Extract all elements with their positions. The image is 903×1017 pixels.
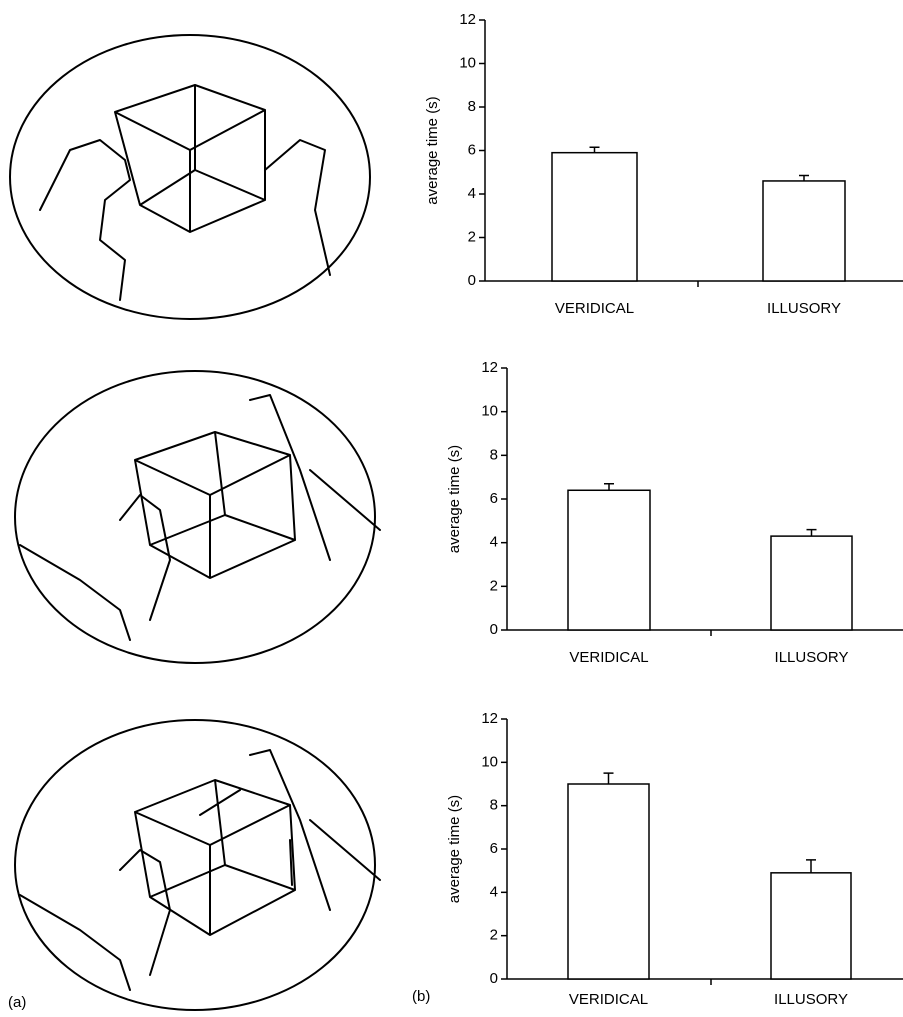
- y-tick-label: 8: [490, 446, 498, 463]
- y-tick-label: 10: [481, 403, 498, 420]
- y-tick-label: 2: [490, 927, 498, 944]
- error-bar: [806, 528, 817, 537]
- x-tick-label: VERIDICAL: [569, 991, 648, 1008]
- bar: [551, 151, 638, 282]
- error-bar: [799, 174, 809, 181]
- bar: [567, 489, 651, 631]
- x-tick-label: ILLUSORY: [767, 300, 841, 317]
- y-tick-label: 6: [490, 840, 498, 857]
- y-tick-label: 10: [459, 54, 476, 71]
- error-bar: [589, 146, 600, 153]
- panel-label: (a): [8, 994, 26, 1011]
- x-tick-label: ILLUSORY: [774, 991, 848, 1008]
- y-tick-label: 4: [490, 883, 498, 900]
- y-tick-label: 0: [490, 621, 498, 638]
- y-tick-label: 2: [490, 577, 498, 594]
- bar: [770, 535, 853, 631]
- bar: [567, 783, 650, 980]
- y-tick-label: 12: [459, 11, 476, 28]
- y-tick-label: 4: [468, 185, 476, 202]
- y-axis-label: average time (s): [446, 795, 463, 903]
- y-tick-label: 6: [468, 141, 476, 158]
- panel-label: (b): [412, 988, 430, 1005]
- bar: [770, 872, 852, 980]
- error-bar: [806, 859, 816, 873]
- y-tick-label: 8: [490, 797, 498, 814]
- y-tick-label: 4: [490, 534, 498, 551]
- illustration: [9, 34, 381, 1011]
- error-bar: [603, 772, 614, 784]
- x-tick-label: VERIDICAL: [569, 649, 648, 666]
- x-tick-label: VERIDICAL: [555, 300, 634, 317]
- y-tick-label: 8: [468, 98, 476, 115]
- y-tick-label: 0: [490, 970, 498, 987]
- y-axis-label: average time (s): [446, 445, 463, 553]
- y-tick-label: 12: [481, 359, 498, 376]
- error-bar: [604, 482, 614, 491]
- y-tick-label: 12: [481, 710, 498, 727]
- bar: [762, 180, 846, 282]
- y-tick-label: 10: [481, 753, 498, 770]
- y-tick-label: 0: [468, 272, 476, 289]
- y-tick-label: 2: [468, 228, 476, 245]
- x-tick-label: ILLUSORY: [775, 649, 849, 666]
- y-tick-label: 6: [490, 490, 498, 507]
- y-axis-label: average time (s): [424, 96, 441, 204]
